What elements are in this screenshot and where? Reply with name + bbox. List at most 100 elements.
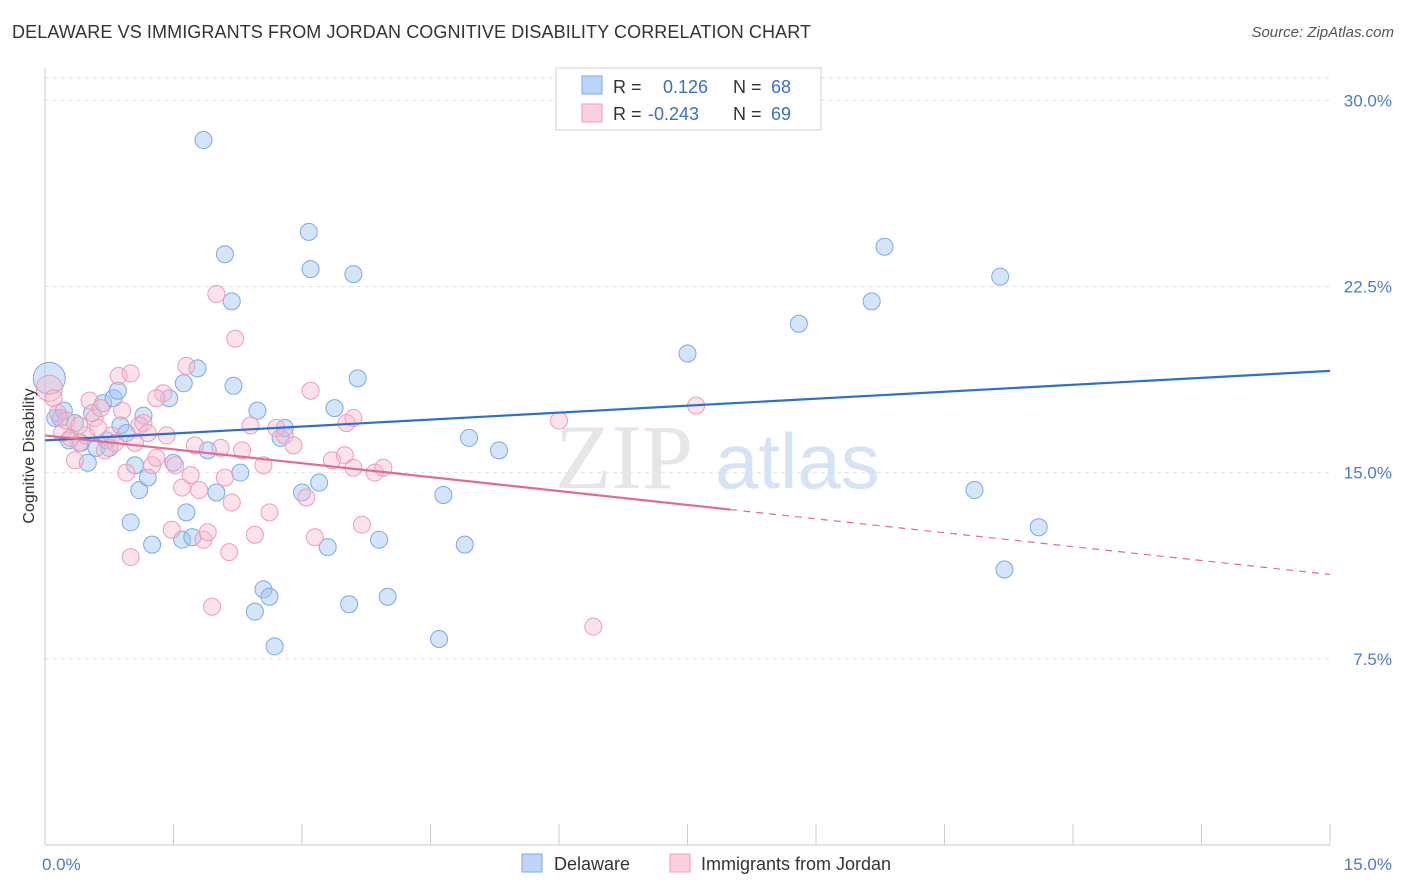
jordan-point-38 [207,284,226,303]
delaware-point-35 [224,376,243,395]
series-legend-swatch-jordan [669,853,691,873]
series-legend: Delaware Immigrants from Jordan [521,853,891,874]
delaware-point-34 [222,292,241,311]
jordan-point-65 [70,416,89,435]
delaware-point-46 [301,260,320,279]
delaware-point-32 [207,483,226,502]
jordan-point-45 [245,525,264,544]
delaware-point-60 [862,292,881,311]
jordan-point-68 [121,364,140,383]
watermark: ZIP atlas [555,406,880,508]
jordan-point-64 [147,389,166,408]
jordan-point-46 [254,456,273,475]
jordan-point-16 [109,366,128,385]
jordan-point-58 [352,515,371,534]
series-legend-label-delaware: Delaware [554,854,630,874]
jordan-point-17 [113,401,132,420]
delaware-point-63 [995,560,1014,579]
delaware-point-41 [265,637,284,656]
jordan-point-19 [121,548,140,567]
jordan-point-37 [203,597,222,616]
delaware-point-55 [455,535,474,554]
legend-swatch-jordan [581,103,603,123]
jordan-point-50 [284,436,303,455]
legend-n-label-delaware: N = [733,77,762,97]
legend-n-label-jordan: N = [733,104,762,124]
delaware-point-51 [348,369,367,388]
delaware-point-52 [370,530,389,549]
delaware-point-49 [340,595,359,614]
jordan-point-23 [138,423,157,442]
delaware-point-19 [130,481,149,500]
y-tick-label-3: 30.0% [1344,91,1392,110]
jordan-point-18 [117,463,136,482]
jordan-point-41 [220,543,239,562]
jordan-point-10 [85,409,104,428]
delaware-trend-line [44,369,1331,442]
delaware-point-23 [160,389,179,408]
legend-n-value-delaware: 68 [771,77,791,97]
legend-r-value-delaware: 0.126 [663,77,708,97]
delaware-point-65 [1029,518,1048,537]
delaware-point-39 [254,580,273,599]
delaware-point-14 [108,381,127,400]
jordan-point-0 [35,374,63,402]
delaware-point-40 [260,587,279,606]
delaware-point-29 [188,359,207,378]
jordan-point-61 [550,411,568,430]
axes [44,68,1331,846]
delaware-point-58 [678,344,697,363]
jordan-point-52 [301,381,320,400]
jordan-point-20 [125,433,144,452]
jordan-point-22 [134,414,153,433]
jordan-point-12 [91,399,110,418]
grid-lines [45,77,1330,660]
delaware-point-62 [965,481,984,500]
jordan-point-57 [344,409,363,428]
y-axis-label: Cognitive Disability [21,388,38,523]
delaware-point-26 [174,374,193,393]
jordan-point-27 [157,426,176,445]
delaware-point-67 [318,538,337,557]
jordan-trend-extension [730,508,1331,576]
jordan-point-43 [226,329,245,348]
delaware-point-64 [991,267,1010,286]
watermark-atlas: atlas [715,417,880,505]
delaware-point-0 [32,361,66,395]
legend-swatch-delaware [581,75,603,95]
delaware-point-54 [434,486,453,505]
tick-labels: 7.5% 15.0% 22.5% 30.0% 0.0% 15.0% [42,91,1392,874]
jordan-point-31 [177,356,196,375]
series-legend-label-jordan: Immigrants from Jordan [701,854,891,874]
delaware-point-27 [177,503,196,522]
y-tick-label-1: 15.0% [1344,464,1392,483]
jordan-trend-line [44,434,731,511]
delaware-point-59 [789,314,808,333]
delaware-point-45 [299,222,318,241]
delaware-point-17 [121,513,140,532]
delaware-point-22 [143,535,162,554]
jordan-point-44 [233,441,252,460]
chart-title: DELAWARE VS IMMIGRANTS FROM JORDAN COGNI… [12,22,812,42]
stats-legend: R = 0.126 N = 68 R = -0.243 N = 69 [555,67,822,131]
source-credit: Source: ZipAtlas.com [1251,24,1394,41]
delaware-point-33 [215,245,234,264]
watermark-zip: ZIP [555,406,693,508]
x-tick-label-1: 15.0% [1344,855,1392,874]
delaware-point-56 [460,428,479,447]
delaware-point-50 [344,265,363,284]
jordan-point-66 [241,416,260,435]
trend-lines [44,369,1331,576]
jordan-point-40 [215,468,234,487]
delaware-point-57 [490,441,509,460]
jordan-point-28 [162,520,181,539]
series-legend-swatch-delaware [521,853,543,873]
legend-r-label-jordan: R = [613,104,642,124]
jordan-point-53 [305,528,324,547]
jordan-point-55 [335,446,354,465]
jordan-point-33 [185,436,204,455]
delaware-point-30 [194,131,213,150]
delaware-point-61 [875,237,894,256]
jordan-point-9 [80,391,99,410]
